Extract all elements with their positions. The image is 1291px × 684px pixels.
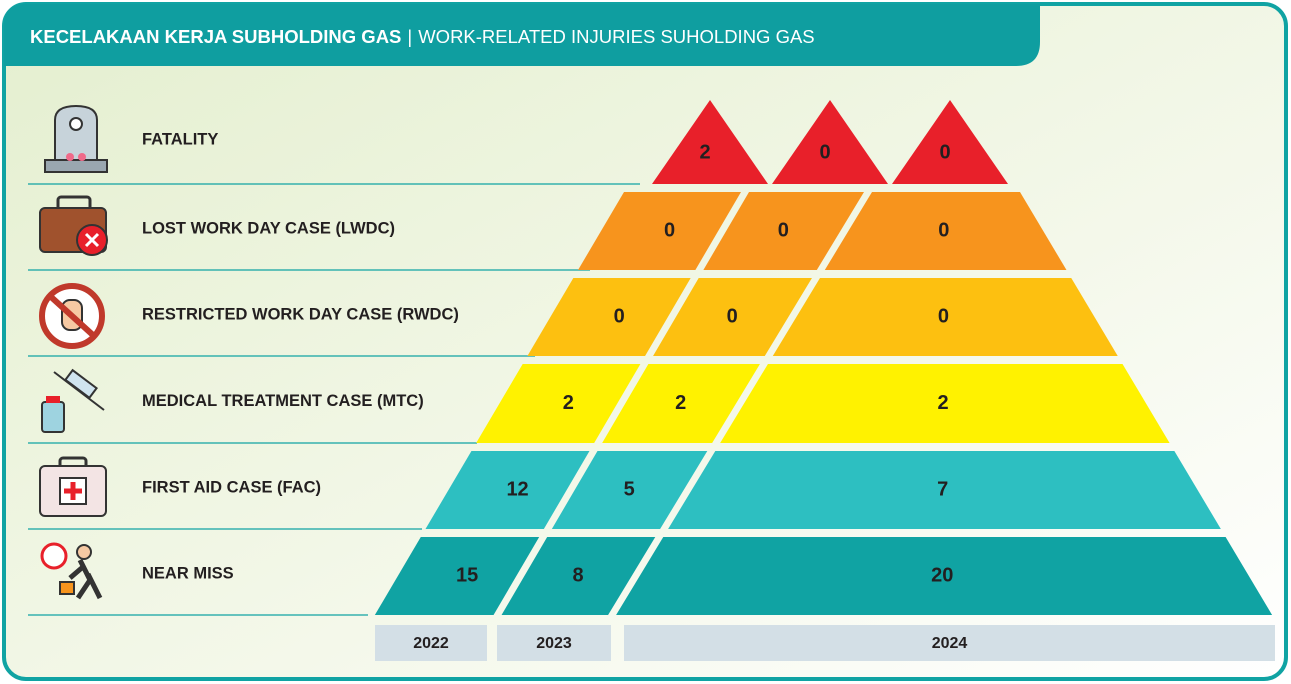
row-value: 2 [699, 141, 710, 163]
row-value: 0 [939, 141, 950, 163]
row-value: 0 [938, 305, 949, 327]
row-value: 2 [937, 392, 948, 414]
row-value: 12 [506, 478, 528, 500]
row-value: 0 [778, 219, 789, 241]
row-label: MEDICAL TREATMENT CASE (MTC) [142, 392, 424, 410]
title-rest: WORK-RELATED INJURIES SUHOLDING GAS [418, 26, 814, 47]
row-value: 5 [624, 478, 635, 500]
row-label: LOST WORK DAY CASE (LWDC) [142, 219, 395, 237]
row-value: 2 [563, 392, 574, 414]
year-label: 2024 [932, 635, 968, 652]
row-value: 0 [664, 219, 675, 241]
title-bold: KECELAKAAN KERJA SUBHOLDING GAS [30, 26, 401, 47]
row-label: FIRST AID CASE (FAC) [142, 478, 321, 496]
row-value: 15 [456, 564, 478, 586]
row-value: 0 [614, 305, 625, 327]
row-value: 7 [937, 478, 948, 500]
row-value: 8 [572, 564, 583, 586]
row-value: 20 [931, 564, 953, 586]
row-label: FATALITY [142, 130, 218, 148]
year-label: 2023 [536, 635, 572, 652]
row-value: 0 [727, 305, 738, 327]
title-separator: | [407, 26, 412, 47]
row-value: 0 [819, 141, 830, 163]
row-label: NEAR MISS [142, 564, 234, 582]
row-label: RESTRICTED WORK DAY CASE (RWDC) [142, 305, 459, 323]
infographic: KECELAKAAN KERJA SUBHOLDING GAS | WORK-REL… [0, 0, 1291, 684]
year-label: 2022 [413, 635, 449, 652]
row-value: 0 [938, 219, 949, 241]
icon-first-aid [40, 458, 106, 516]
row-value: 2 [675, 392, 686, 414]
header-title: KECELAKAAN KERJA SUBHOLDING GAS | WORK-REL… [30, 26, 815, 47]
page: KECELAKAAN KERJA SUBHOLDING GAS | WORK-REL… [0, 0, 1291, 684]
icon-stop-hand [42, 286, 102, 346]
